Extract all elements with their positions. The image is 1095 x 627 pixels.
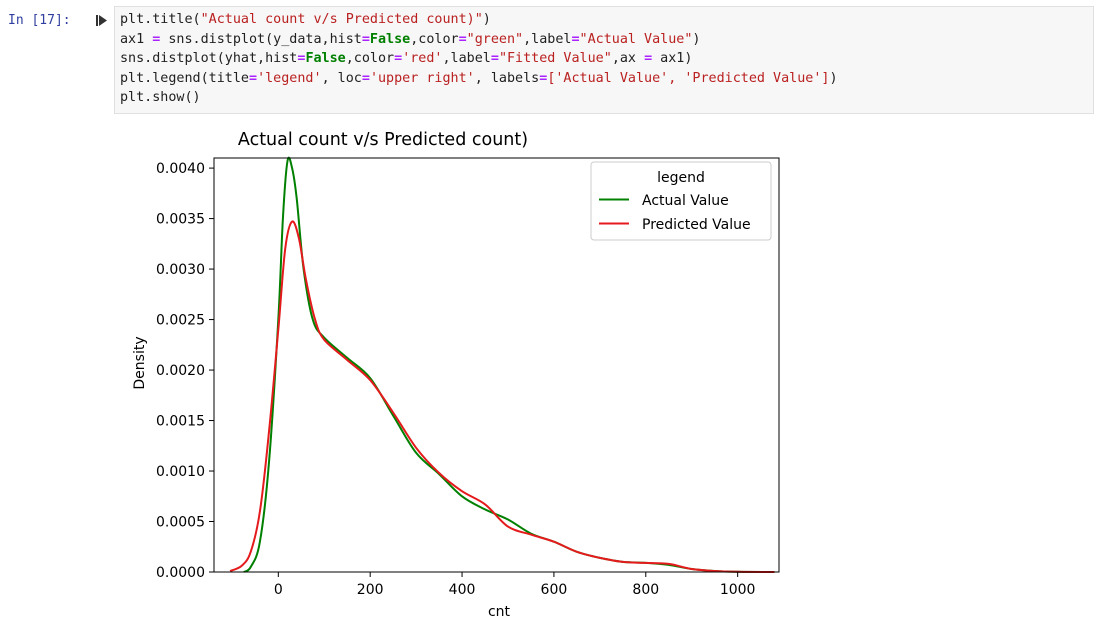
plot-area: 0 200 400 600 800 1000 0.0000 0.0005 0.0010 0.001…	[156, 156, 780, 598]
y-tick-label: 0.0040	[156, 161, 205, 177]
y-tick-label: 0.0035	[156, 212, 205, 228]
x-tick-label: 600	[541, 582, 568, 598]
density-chart: Actual count v/s Predicted count) Densit…	[132, 130, 780, 620]
run-cell-icon[interactable]	[96, 14, 108, 27]
y-tick-label: 0.0020	[156, 363, 205, 379]
y-axis-label: Density	[132, 336, 148, 389]
x-tick-label: 400	[449, 582, 476, 598]
svg-text:Density: Density	[132, 336, 148, 389]
y-tick-label: 0.0000	[156, 565, 205, 581]
code-line: sns.distplot(yhat,hist=False,color='red'…	[120, 51, 693, 66]
legend-label-actual: Actual Value	[642, 193, 729, 209]
series-line-predicted	[229, 220, 775, 573]
code-cell-input[interactable]: plt.title("Actual count v/s Predicted co…	[114, 6, 1094, 114]
y-tick-label: 0.0025	[156, 313, 205, 329]
y-tick-label: 0.0030	[156, 262, 205, 278]
code-line: plt.show()	[120, 90, 201, 105]
legend-label-predicted: Predicted Value	[642, 217, 751, 233]
x-tick-label: 800	[632, 582, 659, 598]
code-line: ax1 = sns.distplot(y_data,hist=False,col…	[120, 31, 701, 47]
axes-frame	[213, 157, 780, 573]
chart-title: Actual count v/s Predicted count)	[238, 130, 528, 150]
x-tick-label: 0	[274, 582, 283, 598]
x-axis-label: cnt	[488, 604, 511, 620]
code-line: plt.title("Actual count v/s Predicted co…	[120, 12, 491, 27]
cell-output: Actual count v/s Predicted count) Densit…	[114, 118, 794, 626]
legend: legend Actual Value Predicted Value	[590, 161, 772, 241]
legend-title: legend	[657, 170, 705, 186]
y-tick-label: 0.0010	[156, 464, 205, 480]
x-tick-label: 1000	[720, 582, 756, 598]
y-tick-label: 0.0015	[156, 414, 205, 430]
cell-prompt: In [17]:	[8, 13, 71, 28]
x-tick-label: 200	[357, 582, 384, 598]
code-text[interactable]: plt.title("Actual count v/s Predicted co…	[120, 10, 838, 108]
code-line: plt.legend(title='legend', loc='upper ri…	[120, 70, 838, 86]
y-tick-label: 0.0005	[156, 515, 205, 531]
